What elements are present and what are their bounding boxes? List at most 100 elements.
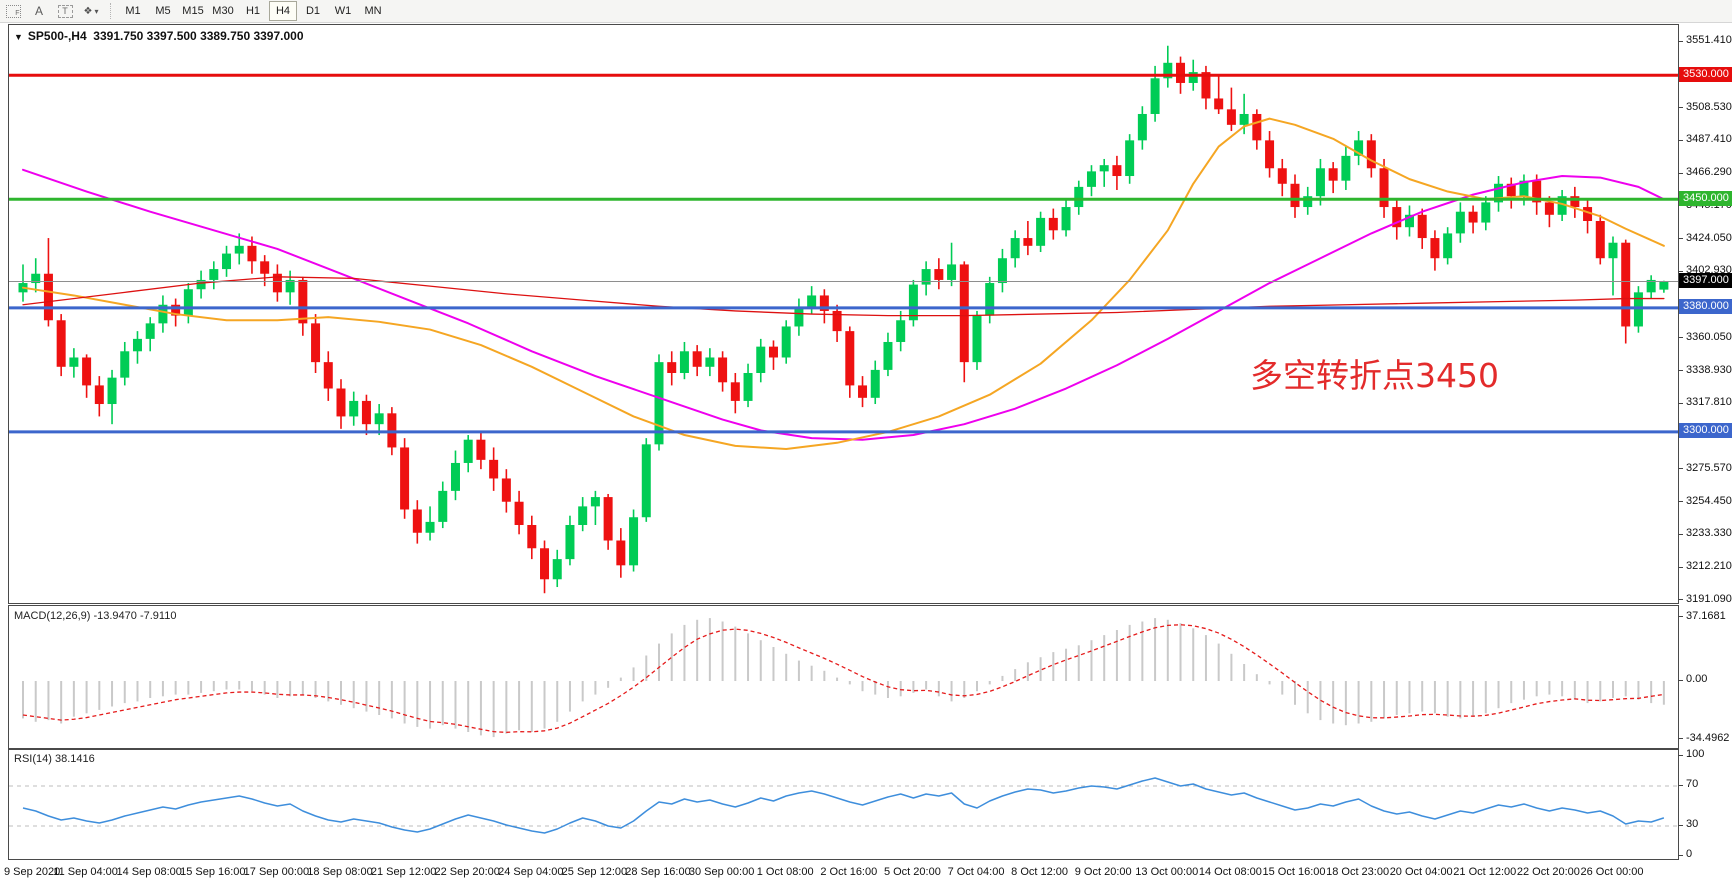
- time-axis-label: 17 Sep 00:00: [243, 866, 310, 878]
- arrow-tool-button[interactable]: A: [27, 1, 51, 21]
- ohlc-values: 3391.750 3397.500 3389.750 3397.000: [93, 29, 304, 43]
- price-axis-label: 3424.050: [1686, 231, 1732, 244]
- macd-axis-label: 37.1681: [1686, 609, 1726, 622]
- price-axis-tick: [1678, 139, 1683, 141]
- price-axis-tick: [1678, 402, 1683, 404]
- time-axis-label: 20 Oct 04:00: [1389, 866, 1453, 878]
- timeframe-button-mn[interactable]: MN: [364, 5, 382, 17]
- time-axis-label: 18 Sep 08:00: [307, 866, 373, 878]
- current-price-badge: 3397.000: [1679, 272, 1732, 288]
- time-axis-label: 1 Oct 08:00: [756, 866, 814, 878]
- time-axis-label: 2 Oct 16:00: [820, 866, 878, 878]
- macd-axis-label: 0.00: [1686, 673, 1708, 685]
- grid-icon: F: [5, 4, 21, 18]
- symbol-timeframe: SP500-,H4: [27, 29, 87, 43]
- price-axis-tick: [1678, 107, 1683, 108]
- time-axis-label: 5 Oct 20:00: [883, 866, 941, 878]
- macd-plot[interactable]: [9, 606, 1678, 748]
- timeframe-button-w1[interactable]: W1: [334, 5, 352, 17]
- rsi-indicator-label: RSI(14) 38.1416: [14, 753, 95, 765]
- timeframe-button-h1[interactable]: H1: [245, 5, 261, 17]
- macd-indicator-label: MACD(12,26,9) -13.9470 -7.9110: [14, 610, 177, 622]
- price-axis-label: 3233.330: [1686, 527, 1732, 540]
- rsi-pane[interactable]: [8, 749, 1679, 860]
- macd-axis-tick: [1678, 738, 1683, 740]
- rsi-axis-label: 100: [1686, 748, 1705, 760]
- time-axis-label: 14 Oct 08:00: [1198, 866, 1262, 878]
- macd-pane[interactable]: [8, 605, 1679, 749]
- time-axis-label: 22 Oct 20:00: [1516, 866, 1580, 878]
- time-axis-label: 22 Sep 20:00: [434, 866, 500, 878]
- price-axis-label: 3212.210: [1686, 560, 1732, 573]
- price-chart-pane[interactable]: [8, 24, 1679, 604]
- price-level-badge: 3530.000: [1679, 66, 1732, 82]
- price-axis-label: 3317.810: [1686, 396, 1732, 409]
- time-axis-label: 9 Sep 2020: [4, 866, 61, 878]
- price-axis-tick: [1678, 172, 1683, 174]
- arrow-tool-icon: A: [34, 4, 43, 18]
- time-axis-label: 15 Sep 16:00: [180, 866, 246, 878]
- price-axis-label: 3338.930: [1686, 363, 1732, 376]
- price-axis-tick: [1678, 599, 1683, 601]
- price-level-badge: 3450.000: [1679, 190, 1732, 206]
- rsi-axis-label: 30: [1686, 818, 1699, 830]
- price-axis-label: 3508.530: [1686, 100, 1732, 113]
- time-axis-label: 13 Oct 00:00: [1135, 866, 1199, 878]
- time-axis-label: 21 Sep 12:00: [370, 866, 437, 878]
- shapes-tool-button[interactable]: ❖ ▾: [79, 1, 103, 21]
- text-tool-icon: T: [57, 4, 73, 18]
- price-axis-tick: [1678, 501, 1683, 503]
- chevron-down-icon: ▾: [94, 6, 99, 16]
- price-axis-tick: [1678, 533, 1683, 535]
- price-axis-tick: [1678, 468, 1683, 470]
- price-axis-tick: [1678, 40, 1683, 42]
- time-axis-label: 9 Oct 20:00: [1074, 866, 1132, 878]
- time-axis-label: 11 Sep 04:00: [53, 866, 118, 878]
- timeframe-button-m30[interactable]: M30: [212, 5, 234, 17]
- macd-axis-tick: [1678, 679, 1683, 681]
- price-axis-label: 3275.570: [1686, 461, 1732, 474]
- time-axis-label: 28 Sep 16:00: [625, 866, 691, 878]
- grid-tool-button[interactable]: F: [1, 1, 25, 21]
- rsi-axis-tick: [1678, 784, 1683, 786]
- time-axis-label: 14 Sep 08:00: [116, 866, 182, 878]
- macd-axis-tick: [1678, 616, 1683, 618]
- timeframe-button-group: M1 M5 M15 M30 H1 H4 D1 W1 MN: [118, 1, 388, 21]
- price-axis-label: 3360.050: [1686, 330, 1732, 343]
- price-axis-tick: [1678, 337, 1683, 339]
- chart-annotation-text: 多空转折点3450: [1250, 356, 1499, 395]
- rsi-axis-tick: [1678, 754, 1683, 756]
- time-axis-label: 21 Oct 12:00: [1453, 866, 1517, 878]
- rsi-axis-tick: [1678, 854, 1683, 856]
- timeframe-button-h4[interactable]: H4: [269, 1, 297, 21]
- timeframe-button-m5[interactable]: M5: [155, 5, 171, 17]
- rsi-axis-tick: [1678, 824, 1683, 826]
- price-axis-label: 3466.290: [1686, 166, 1732, 179]
- time-axis-label: 18 Oct 23:00: [1326, 866, 1390, 878]
- rsi-axis-label: 0: [1686, 848, 1693, 860]
- toolbar-separator: [110, 3, 112, 19]
- price-plot[interactable]: [9, 25, 1678, 603]
- macd-axis-label: -34.4962: [1686, 731, 1730, 744]
- rsi-plot[interactable]: [9, 750, 1678, 859]
- chart-title: ▼ SP500-,H4 3391.750 3397.500 3389.750 33…: [14, 29, 304, 43]
- timeframe-button-m1[interactable]: M1: [125, 5, 141, 17]
- chevron-down-icon: ▼: [14, 32, 23, 42]
- text-tool-button[interactable]: T: [53, 1, 77, 21]
- time-axis-label: 24 Sep 04:00: [498, 866, 564, 878]
- price-axis-tick: [1678, 270, 1683, 272]
- price-level-badge: 3380.000: [1679, 299, 1732, 315]
- price-level-badge: 3300.000: [1679, 423, 1732, 439]
- time-axis-label: 30 Sep 00:00: [688, 866, 755, 878]
- toolbar: F A T ❖ ▾ M1 M5 M15 M30 H1 H4 D1 W1 MN: [0, 0, 1732, 23]
- rsi-axis-label: 70: [1686, 778, 1699, 790]
- price-axis-tick: [1678, 566, 1683, 568]
- time-axis-label: 26 Oct 00:00: [1580, 866, 1644, 878]
- price-axis-label: 3254.450: [1686, 494, 1732, 507]
- price-axis-label: 3487.410: [1686, 133, 1732, 146]
- price-axis-label: 3551.410: [1686, 34, 1732, 46]
- timeframe-button-m15[interactable]: M15: [182, 5, 204, 17]
- timeframe-button-d1[interactable]: D1: [305, 5, 321, 17]
- time-axis-label: 8 Oct 12:00: [1011, 866, 1069, 878]
